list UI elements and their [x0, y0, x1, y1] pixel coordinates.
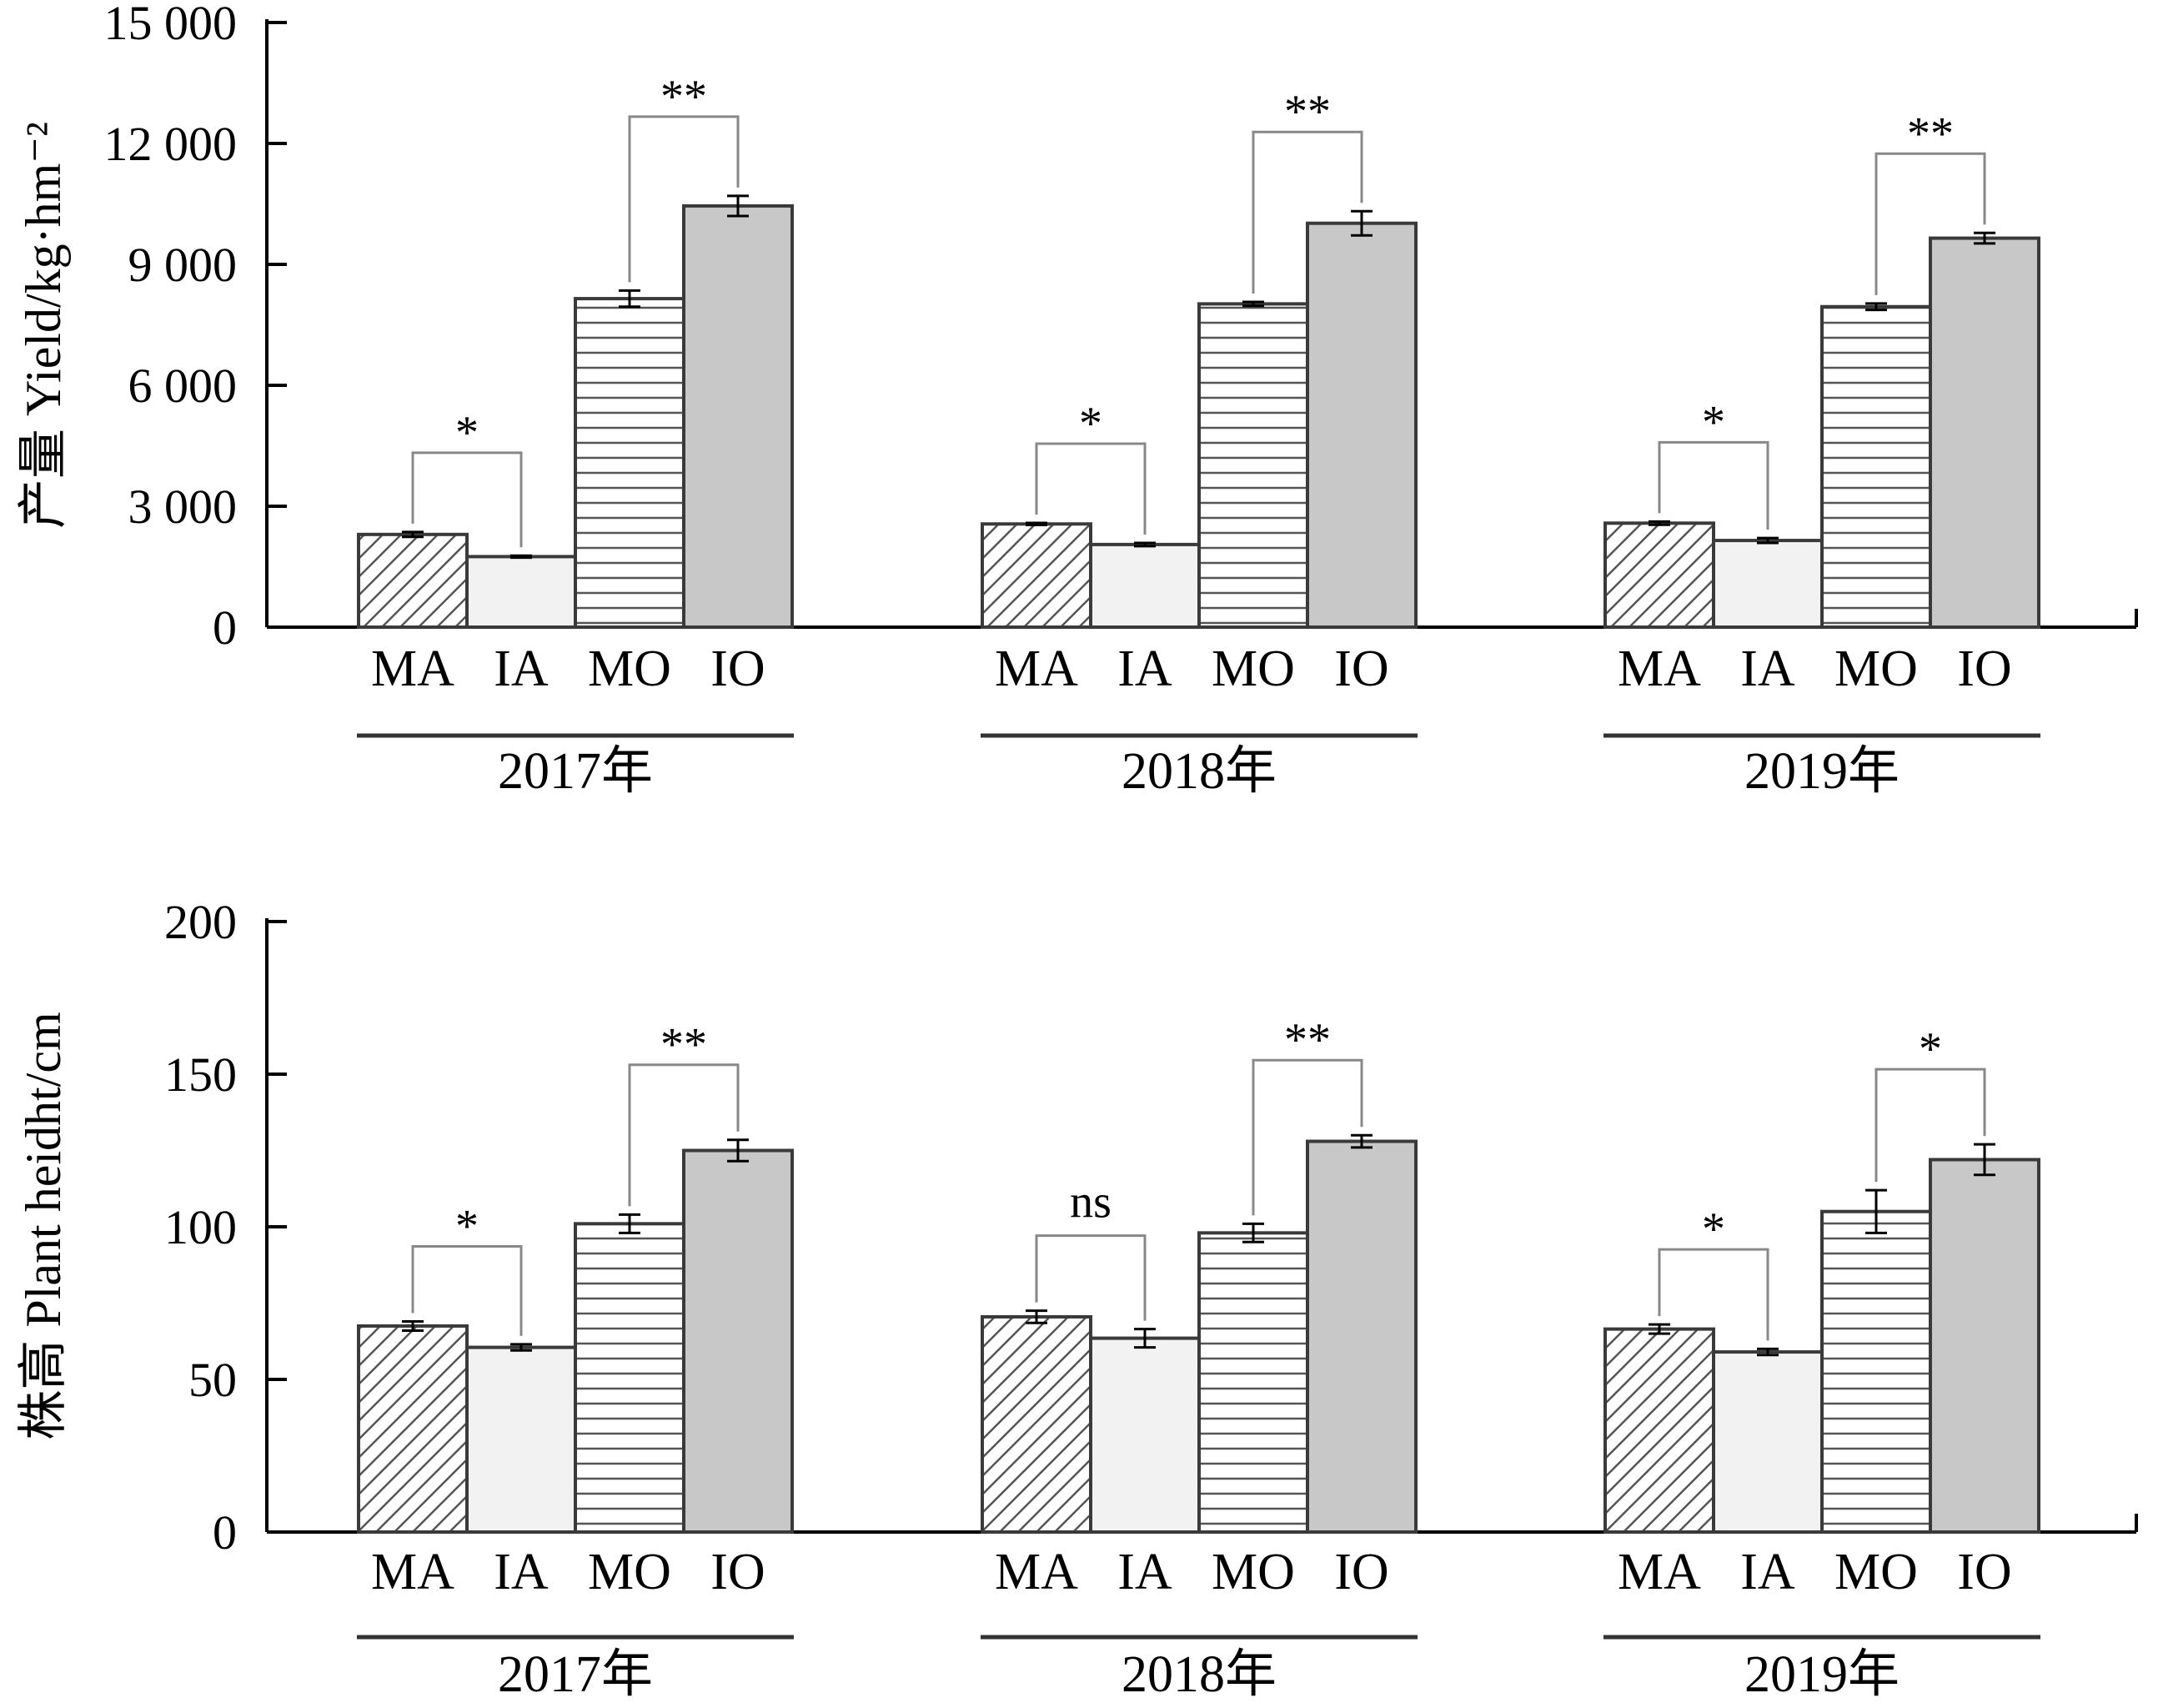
bar-io: [682, 203, 794, 630]
bar-io: [1929, 236, 2040, 629]
significance-bracket: [1658, 1248, 1769, 1341]
bar-ia: [1089, 1336, 1201, 1534]
bar-ia: [1089, 542, 1201, 630]
category-label: MO: [1834, 640, 1918, 697]
category-label: IA: [494, 1544, 549, 1600]
yield-chart-panel: 0 3 000 6 000 9 000 12 000 15 000 产量 Yield/kg·…: [16, 0, 2138, 800]
bar-ia: [1712, 539, 1824, 629]
bar-ia: [465, 1345, 577, 1534]
bar-mo: [1820, 1209, 1932, 1534]
significance-label: **: [660, 71, 707, 123]
bar-ma: [357, 532, 469, 629]
category-label: MA: [995, 640, 1078, 697]
significance-label: ns: [1070, 1177, 1112, 1228]
y-tick-label: 0: [213, 600, 237, 655]
category-label: MO: [588, 1544, 671, 1600]
bar-mo: [574, 1222, 685, 1534]
significance-label: *: [1079, 398, 1102, 450]
category-label: MO: [588, 640, 671, 697]
bar-ma: [1603, 1327, 1715, 1534]
category-label: IO: [1334, 640, 1388, 697]
significance-bracket: [628, 1063, 740, 1207]
category-label: IA: [1740, 1544, 1795, 1600]
bar-io: [1306, 1139, 1418, 1535]
significance-label: **: [1907, 108, 1954, 159]
y-axis-title: 株高 Plant heidht/cm: [16, 1012, 71, 1439]
year-label: 2017年: [498, 1646, 653, 1703]
category-label: MO: [1834, 1544, 1918, 1600]
y-tick-label: 200: [164, 895, 237, 949]
y-tick-label: 50: [188, 1353, 237, 1407]
bar-mo: [1197, 302, 1309, 629]
significance-bracket: [1658, 440, 1769, 530]
bar-ma: [981, 1314, 1092, 1534]
significance-label: *: [455, 407, 479, 459]
year-label: 2019年: [1744, 1646, 1900, 1703]
category-label: MA: [1618, 1544, 1701, 1600]
y-tick-label: 9 000: [128, 238, 238, 292]
significance-bracket: [411, 451, 523, 548]
y-axis-title: 产量 Yield/kg·hm⁻²: [16, 122, 71, 529]
bar-ma: [981, 522, 1092, 629]
y-tick-label: 150: [164, 1047, 237, 1102]
year-label: 2018年: [1122, 743, 1277, 800]
year-label: 2019年: [1744, 743, 1900, 800]
significance-bracket: [1252, 1058, 1363, 1216]
y-tick-label: 12 000: [104, 117, 238, 171]
significance-bracket: [1035, 442, 1147, 535]
y-tick-label: 6 000: [128, 359, 238, 413]
category-label: MA: [995, 1544, 1078, 1600]
category-label: MO: [1212, 1544, 1295, 1600]
significance-label: *: [1702, 396, 1725, 448]
bar-io: [1306, 221, 1418, 629]
y-tick-label: 3 000: [128, 480, 238, 534]
significance-bracket: [1874, 152, 1986, 295]
category-label: IO: [1957, 1544, 2011, 1600]
bar-ia: [465, 555, 577, 630]
significance-label: *: [1919, 1023, 1942, 1075]
bar-mo: [574, 297, 685, 629]
significance-bracket: [1252, 130, 1363, 294]
bar-io: [682, 1148, 794, 1534]
bar-mo: [1197, 1231, 1309, 1534]
significance-label: *: [1702, 1203, 1725, 1255]
bar-ma: [1603, 521, 1715, 629]
category-label: IA: [1117, 640, 1172, 697]
significance-label: *: [455, 1200, 479, 1252]
year-label: 2018年: [1122, 1646, 1277, 1703]
y-tick-label: 15 000: [104, 0, 238, 50]
category-label: MO: [1212, 640, 1295, 697]
bar-ma: [357, 1324, 469, 1534]
category-label: IA: [494, 640, 549, 697]
category-label: MA: [1618, 640, 1701, 697]
category-label: MA: [371, 640, 454, 697]
significance-label: **: [1284, 1014, 1331, 1066]
year-label: 2017年: [498, 743, 653, 800]
y-tick-label: 0: [213, 1505, 237, 1560]
category-label: IO: [1957, 640, 2011, 697]
significance-bracket: [1874, 1068, 1986, 1183]
significance-bracket: [411, 1244, 523, 1336]
y-tick-label: 100: [164, 1200, 237, 1254]
bar-mo: [1820, 304, 1932, 629]
significance-bracket: [1035, 1234, 1147, 1321]
category-label: IA: [1740, 640, 1795, 697]
category-label: MA: [371, 1544, 454, 1600]
category-label: IO: [710, 1544, 765, 1600]
category-label: IO: [710, 640, 765, 697]
category-label: IA: [1117, 1544, 1172, 1600]
significance-bracket: [628, 115, 740, 283]
significance-label: **: [660, 1019, 707, 1071]
category-label: IO: [1334, 1544, 1388, 1600]
bar-io: [1929, 1158, 2040, 1534]
significance-label: **: [1284, 86, 1331, 138]
bar-ia: [1712, 1350, 1824, 1535]
